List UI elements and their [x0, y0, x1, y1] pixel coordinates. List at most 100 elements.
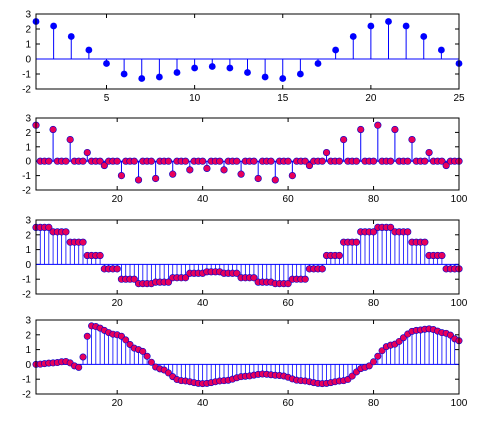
- data-point: [369, 157, 378, 165]
- y-tick-label: -1: [22, 275, 31, 286]
- x-tick-label: 40: [197, 398, 209, 409]
- x-tick-label: 25: [453, 93, 465, 104]
- data-point: [370, 358, 378, 366]
- data-point: [96, 251, 104, 260]
- data-point: [237, 170, 245, 178]
- data-point: [318, 157, 326, 165]
- data-point: [404, 228, 412, 236]
- data-point: [349, 33, 357, 40]
- data-point: [134, 176, 143, 184]
- data-point: [191, 64, 199, 72]
- data-point: [374, 121, 382, 129]
- x-tick-label: 5: [104, 93, 110, 104]
- data-point: [66, 136, 74, 144]
- data-point: [288, 172, 296, 180]
- data-point: [186, 166, 194, 174]
- data-point: [147, 157, 155, 165]
- data-point: [164, 278, 173, 286]
- data-point: [385, 18, 392, 25]
- data-point: [408, 136, 416, 144]
- data-point: [374, 352, 382, 360]
- y-tick-label: -1: [22, 171, 31, 182]
- data-point: [340, 136, 348, 144]
- data-point: [79, 353, 87, 361]
- data-point: [96, 157, 104, 165]
- data-point: [425, 148, 433, 157]
- data-point: [387, 223, 395, 231]
- data-point: [220, 166, 228, 174]
- y-tick-label: 3: [25, 114, 31, 125]
- data-point: [138, 75, 146, 82]
- x-tick-label: 100: [451, 398, 468, 409]
- x-tick-label: 80: [368, 298, 380, 309]
- data-point: [45, 157, 53, 165]
- data-point: [254, 174, 262, 183]
- data-point: [267, 157, 275, 165]
- chart-panel-2: -2 -1 0 1 2 3 20 40 60 80 100: [22, 114, 468, 206]
- data-point: [348, 372, 356, 380]
- data-point: [152, 174, 160, 183]
- y-tick-label: -2: [22, 186, 31, 197]
- data-point: [103, 60, 110, 67]
- data-point: [279, 75, 287, 82]
- x-tick-label: 15: [277, 93, 289, 104]
- data-point: [49, 125, 57, 134]
- x-tick-label: 100: [451, 298, 468, 309]
- data-point: [322, 148, 331, 157]
- y-tick-label: 2: [25, 330, 31, 341]
- x-tick-label: 20: [112, 398, 124, 409]
- y-tick-label: 1: [25, 345, 31, 356]
- data-point: [318, 265, 326, 273]
- data-point: [250, 274, 258, 282]
- data-point: [147, 358, 155, 366]
- data-point: [79, 157, 87, 165]
- data-point: [284, 280, 292, 288]
- x-tick-label: 60: [283, 194, 295, 205]
- data-point: [296, 70, 304, 78]
- y-tick-label: 1: [25, 142, 31, 153]
- data-point: [143, 352, 151, 360]
- data-point: [199, 157, 207, 165]
- data-point: [130, 275, 138, 283]
- data-point: [261, 73, 269, 81]
- data-point: [442, 161, 450, 170]
- data-point: [139, 347, 147, 355]
- x-tick-label: 10: [189, 93, 201, 104]
- data-point: [438, 251, 446, 260]
- data-point: [233, 269, 241, 277]
- data-point: [173, 69, 181, 76]
- x-tick-label: 20: [112, 298, 124, 309]
- x-tick-label: 80: [368, 398, 380, 409]
- data-point: [79, 238, 87, 246]
- y-tick-label: -2: [22, 390, 31, 401]
- x-tick-label: 20: [365, 93, 377, 104]
- data-point: [164, 157, 173, 165]
- x-tick-label: 60: [283, 398, 295, 409]
- data-point: [369, 228, 378, 236]
- data-point: [357, 125, 365, 134]
- data-point: [226, 64, 234, 72]
- data-point: [284, 157, 292, 165]
- data-point: [402, 22, 410, 30]
- data-point: [233, 157, 241, 165]
- data-point: [421, 238, 429, 246]
- axes-frame: [35, 13, 460, 90]
- data-point: [75, 363, 83, 371]
- y-tick-label: -1: [22, 375, 31, 386]
- data-point: [122, 336, 130, 344]
- data-point: [352, 157, 361, 165]
- x-tick-label: 60: [283, 298, 295, 309]
- y-tick-label: -2: [22, 85, 31, 96]
- data-point: [203, 164, 211, 172]
- data-point: [301, 275, 309, 283]
- x-tick-label: 80: [368, 194, 380, 205]
- axes-frame: [35, 319, 460, 395]
- data-point: [113, 265, 121, 273]
- chart-panel-3: -2 -1 0 1 2 3 20 40 60 80 100: [22, 216, 468, 310]
- data-point: [437, 46, 445, 54]
- y-tick-label: 1: [25, 40, 31, 51]
- y-tick-label: 3: [25, 216, 31, 227]
- data-point: [420, 33, 428, 40]
